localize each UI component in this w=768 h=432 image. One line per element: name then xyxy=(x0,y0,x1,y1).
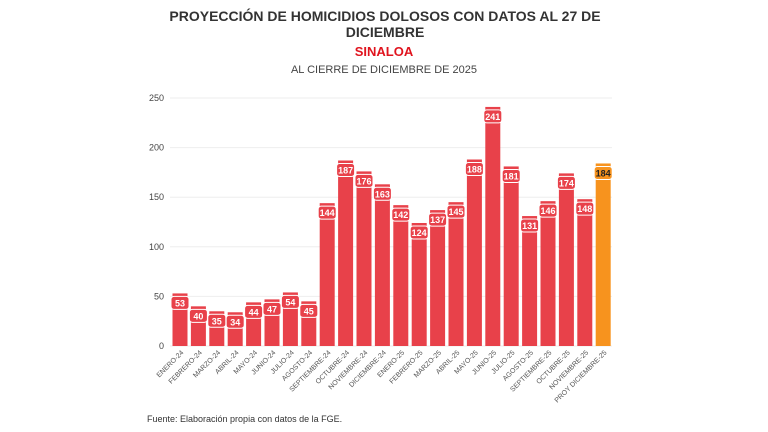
data-label: 142 xyxy=(393,210,408,220)
data-label-box xyxy=(317,205,337,220)
data-label-box xyxy=(262,301,282,316)
data-label: 148 xyxy=(577,204,592,214)
data-label-box xyxy=(170,295,190,310)
data-label: 34 xyxy=(230,317,240,327)
data-label: 131 xyxy=(522,221,537,231)
bar xyxy=(338,160,354,346)
y-tick-label: 150 xyxy=(149,192,164,202)
data-label: 45 xyxy=(304,306,314,316)
data-label: 163 xyxy=(375,189,390,199)
data-label: 44 xyxy=(249,307,259,317)
data-label-box xyxy=(593,165,613,180)
data-label-box xyxy=(336,162,356,177)
bar xyxy=(374,184,390,346)
data-label-box xyxy=(188,308,208,323)
data-label: 187 xyxy=(338,165,353,175)
chart-subtitle-date: AL CIERRE DE DICIEMBRE DE 2025 xyxy=(290,64,478,76)
data-label-box xyxy=(501,168,521,183)
data-label-box xyxy=(354,173,374,188)
data-label: 124 xyxy=(412,228,427,238)
data-label-box xyxy=(575,201,595,216)
bar xyxy=(430,210,446,346)
data-label: 145 xyxy=(448,207,463,217)
data-label-box xyxy=(446,204,466,219)
data-label: 241 xyxy=(485,112,500,122)
bar xyxy=(448,202,464,346)
data-label-box xyxy=(225,314,245,329)
y-tick-label: 250 xyxy=(149,93,164,103)
data-label: 144 xyxy=(320,208,335,218)
data-label: 181 xyxy=(504,171,519,181)
data-label: 54 xyxy=(285,297,295,307)
bar xyxy=(393,205,409,346)
data-label-box xyxy=(299,303,319,318)
chart-title: PROYECCIÓN DE HOMICIDIOS DOLOSOS CON DAT… xyxy=(169,8,601,40)
bar xyxy=(540,201,556,346)
y-tick-label: 100 xyxy=(149,242,164,252)
data-label: 174 xyxy=(559,178,574,188)
data-label-box xyxy=(464,162,484,177)
data-label: 184 xyxy=(596,168,611,178)
data-label-box xyxy=(483,109,503,124)
data-label: 35 xyxy=(212,316,222,326)
bar xyxy=(558,173,574,346)
data-label-box xyxy=(372,186,392,201)
data-label-box xyxy=(391,207,411,222)
data-label-box xyxy=(280,294,300,309)
data-label: 176 xyxy=(356,176,371,186)
bar xyxy=(356,171,372,346)
data-label: 137 xyxy=(430,215,445,225)
data-label-box xyxy=(428,212,448,227)
data-label: 47 xyxy=(267,304,277,314)
bar xyxy=(466,159,482,346)
bar xyxy=(503,166,519,346)
data-label-box xyxy=(409,225,429,240)
data-label: 146 xyxy=(540,206,555,216)
bar xyxy=(485,106,501,346)
y-tick-label: 200 xyxy=(149,143,164,153)
source-note: Fuente: Elaboración propia con datos de … xyxy=(147,414,343,424)
chart-subtitle: SINALOA xyxy=(354,44,414,59)
y-tick-label: 0 xyxy=(159,341,164,351)
y-tick-label: 50 xyxy=(154,291,164,301)
bar xyxy=(411,222,427,346)
bar xyxy=(595,163,611,346)
data-label-box xyxy=(538,203,558,218)
bar xyxy=(319,203,335,346)
data-label: 40 xyxy=(193,311,203,321)
data-label-box xyxy=(520,218,540,233)
data-label-box xyxy=(556,175,576,190)
bar xyxy=(577,199,593,346)
bar xyxy=(522,216,538,346)
data-label: 53 xyxy=(175,298,185,308)
data-label: 188 xyxy=(467,165,482,175)
